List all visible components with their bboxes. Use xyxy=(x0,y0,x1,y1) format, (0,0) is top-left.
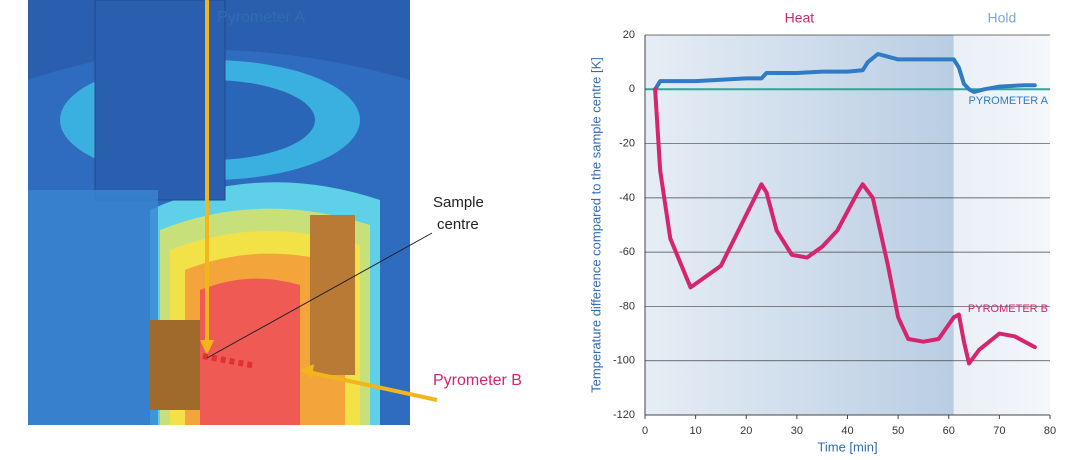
region-label: Heat xyxy=(785,10,815,26)
y-tick-label: -40 xyxy=(619,192,635,204)
x-tick-label: 40 xyxy=(841,425,853,437)
y-tick-label: -80 xyxy=(619,300,635,312)
region-label: Hold xyxy=(988,10,1017,26)
label: centre xyxy=(437,216,479,233)
x-tick-label: 20 xyxy=(740,425,752,437)
y-tick-label: 20 xyxy=(623,29,635,41)
region xyxy=(645,35,954,415)
chart: Heat Hold -120 -100 -80 -60 -40 -20 0 20 0 10 20 30 40… xyxy=(588,10,1056,455)
x-tick-label: 50 xyxy=(892,425,904,437)
series-line xyxy=(653,87,1037,366)
x-tick-label: 70 xyxy=(993,425,1005,437)
y-tick-label: 0 xyxy=(629,83,635,95)
label: Sample xyxy=(433,194,484,211)
x-tick-label: 60 xyxy=(943,425,955,437)
label: Pyrometer A xyxy=(217,9,305,26)
series-line xyxy=(653,52,1037,94)
y-tick-label: -100 xyxy=(613,355,635,367)
legend-label: PYROMETER A xyxy=(969,95,1049,107)
legend-label: PYROMETER B xyxy=(968,303,1048,315)
y-axis-label: Temperature difference compared to the s… xyxy=(588,57,603,393)
x-tick-label: 30 xyxy=(791,425,803,437)
label: Pyrometer B xyxy=(433,372,522,389)
y-tick-label: -120 xyxy=(613,409,635,421)
x-tick-label: 0 xyxy=(642,425,648,437)
x-tick-label: 80 xyxy=(1044,425,1056,437)
y-tick-label: -20 xyxy=(619,137,635,149)
x-tick-label: 10 xyxy=(690,425,702,437)
y-tick-label: -60 xyxy=(619,246,635,258)
simulation-illustration xyxy=(28,0,438,425)
region xyxy=(953,35,1050,415)
x-axis-label: Time [min] xyxy=(817,439,877,454)
